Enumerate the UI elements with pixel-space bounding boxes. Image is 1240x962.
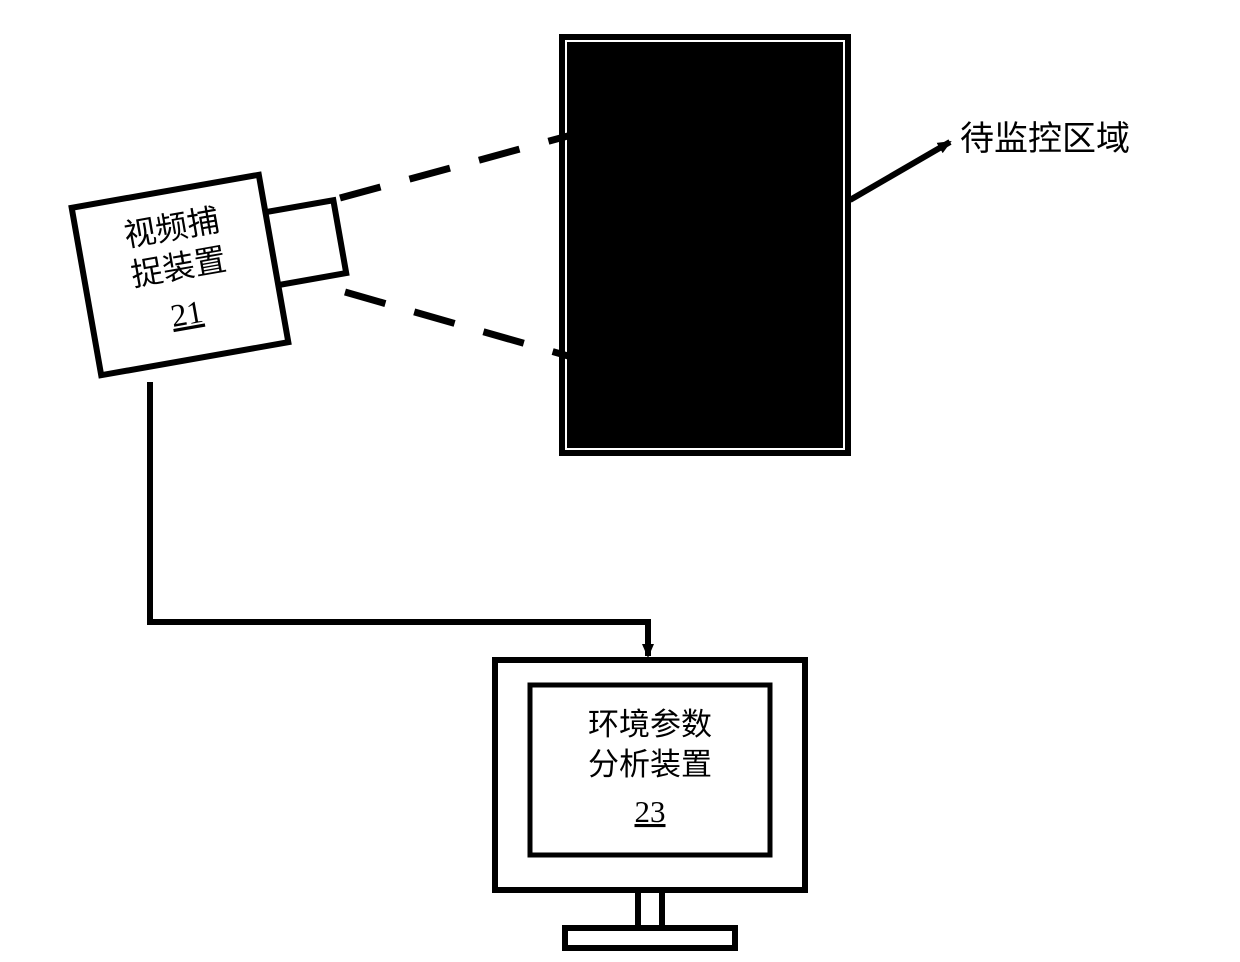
analysis-label-line2: 分析装置 bbox=[588, 747, 712, 782]
analysis-device-node: 环境参数 分析装置 23 bbox=[495, 660, 805, 948]
monitor-stand-base bbox=[565, 928, 735, 948]
diagram-svg: 视频捕 捉装置 21 环境参数 分析装置 23 待监控区域 bbox=[0, 0, 1240, 962]
monitor-area-label: 待监控区域 bbox=[960, 120, 1130, 158]
analysis-ref: 23 bbox=[635, 794, 666, 829]
monitor-area-callout-arrow bbox=[850, 142, 950, 200]
camera-ref: 21 bbox=[168, 293, 206, 334]
analysis-label-line1: 环境参数 bbox=[588, 707, 712, 742]
camera-node: 视频捕 捉装置 21 bbox=[72, 163, 357, 375]
monitor-area-rect bbox=[570, 45, 840, 445]
monitor-stand-neck bbox=[638, 890, 662, 928]
diagram-root: 视频捕 捉装置 21 环境参数 分析装置 23 待监控区域 bbox=[0, 0, 1240, 962]
